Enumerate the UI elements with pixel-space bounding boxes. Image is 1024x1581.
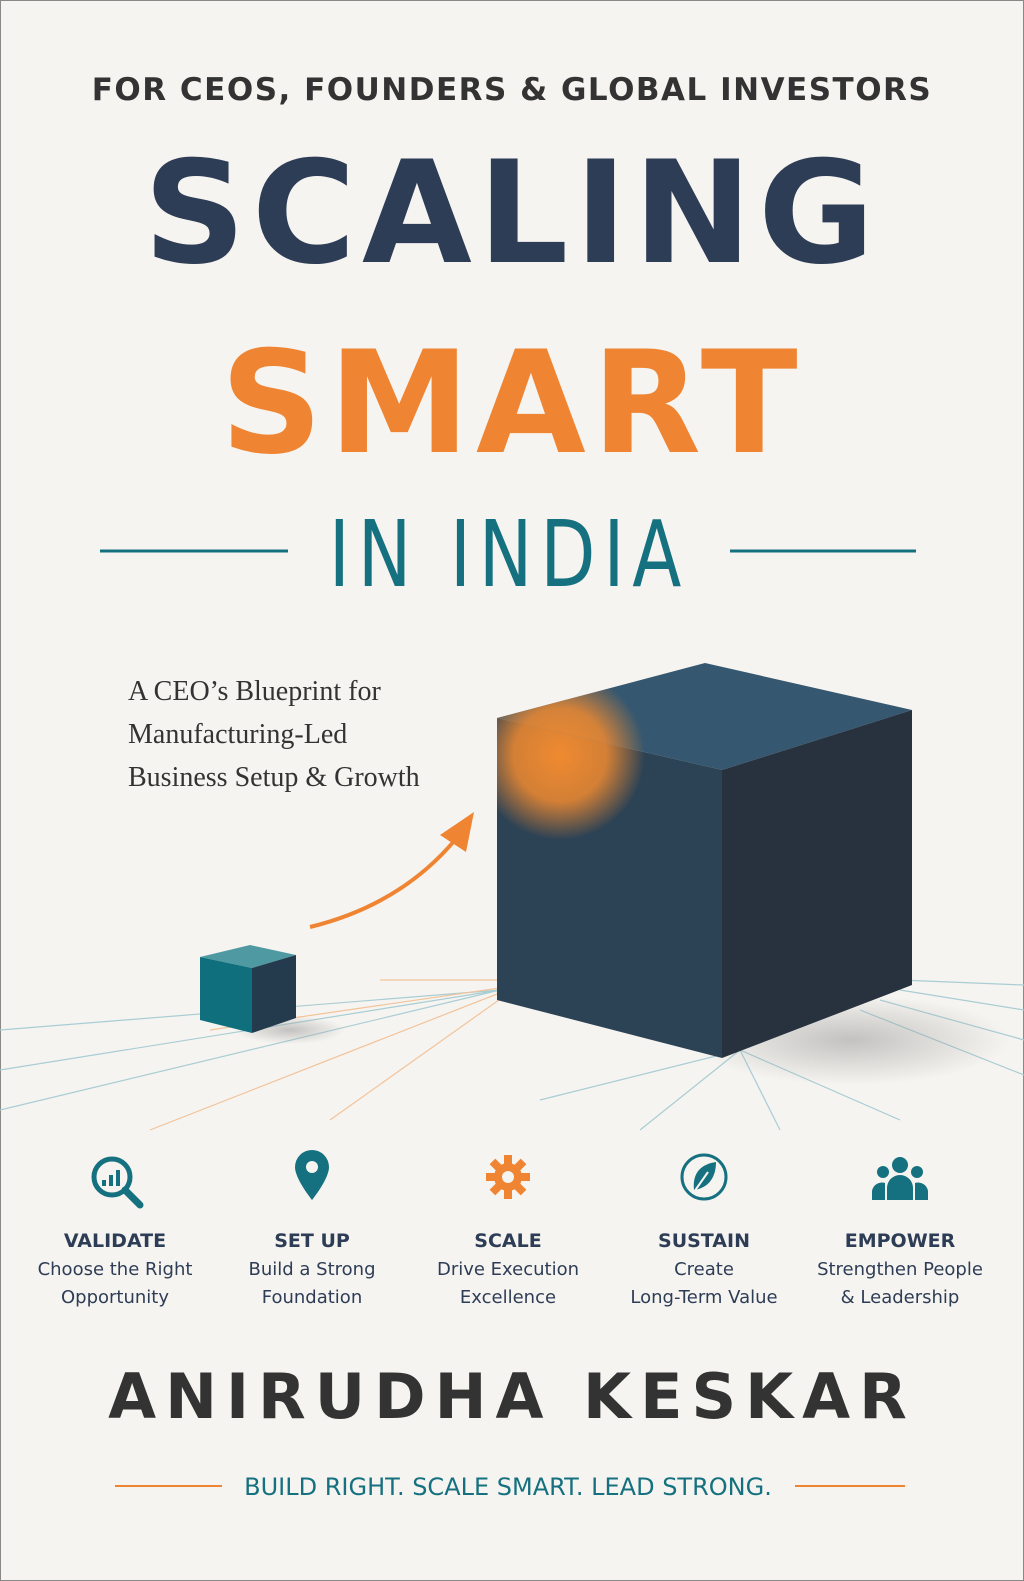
icons <box>91 1150 928 1209</box>
pillar-text: Choose the Right <box>38 1259 193 1280</box>
author: ANIRUDHA KESKAR <box>108 1360 916 1433</box>
title-line2: SMART <box>220 321 803 486</box>
pillar-heading: EMPOWER <box>845 1230 956 1252</box>
pillar-heading: SET UP <box>274 1230 350 1252</box>
pillar-text: Strengthen People <box>817 1259 983 1280</box>
pillar-heading: SUSTAIN <box>658 1230 750 1252</box>
pillar-text: & Leadership <box>841 1287 960 1308</box>
arrow-head <box>440 812 474 852</box>
pillar-heading: SCALE <box>474 1230 541 1252</box>
pillar-text: Long-Term Value <box>630 1287 777 1308</box>
growth-arrow <box>309 838 457 929</box>
title-line3: IN INDIA <box>329 501 689 608</box>
subtitle: Business Setup & Growth <box>128 762 420 793</box>
pillar-text: Opportunity <box>61 1287 169 1308</box>
pillars: VALIDATE Choose the Right Opportunity SE… <box>38 1230 983 1308</box>
pillar-text: Excellence <box>460 1287 556 1308</box>
pillar-heading: VALIDATE <box>64 1230 166 1252</box>
tagline: FOR CEOS, FOUNDERS & GLOBAL INVESTORS <box>92 72 933 108</box>
pillar-text: Create <box>674 1259 734 1280</box>
pillar-text: Build a Strong <box>249 1259 376 1280</box>
small-cube <box>200 945 296 1033</box>
large-cube <box>497 663 912 1058</box>
pillar-text: Foundation <box>262 1287 362 1308</box>
subtitle: Manufacturing-Led <box>128 719 347 750</box>
motto: BUILD RIGHT. SCALE SMART. LEAD STRONG. <box>244 1473 772 1501</box>
subtitle: A CEO’s Blueprint for <box>128 676 381 707</box>
title-line1: SCALING <box>143 131 880 296</box>
pillar-text: Drive Execution <box>437 1259 579 1280</box>
